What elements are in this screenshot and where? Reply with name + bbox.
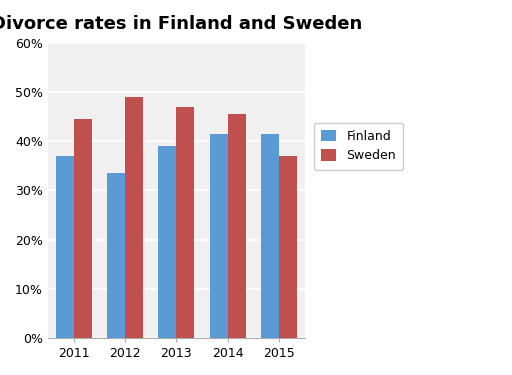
Bar bbox=[228, 114, 246, 338]
Legend: Finland, Sweden: Finland, Sweden bbox=[314, 123, 403, 170]
Bar bbox=[177, 107, 195, 338]
Bar bbox=[74, 119, 92, 338]
Bar bbox=[125, 97, 143, 338]
Bar bbox=[279, 156, 297, 338]
Bar bbox=[56, 156, 74, 338]
Bar bbox=[261, 134, 279, 338]
Title: Divorce rates in Finland and Sweden: Divorce rates in Finland and Sweden bbox=[0, 15, 362, 33]
Bar bbox=[158, 146, 177, 338]
Bar bbox=[210, 134, 228, 338]
Bar bbox=[107, 173, 125, 338]
